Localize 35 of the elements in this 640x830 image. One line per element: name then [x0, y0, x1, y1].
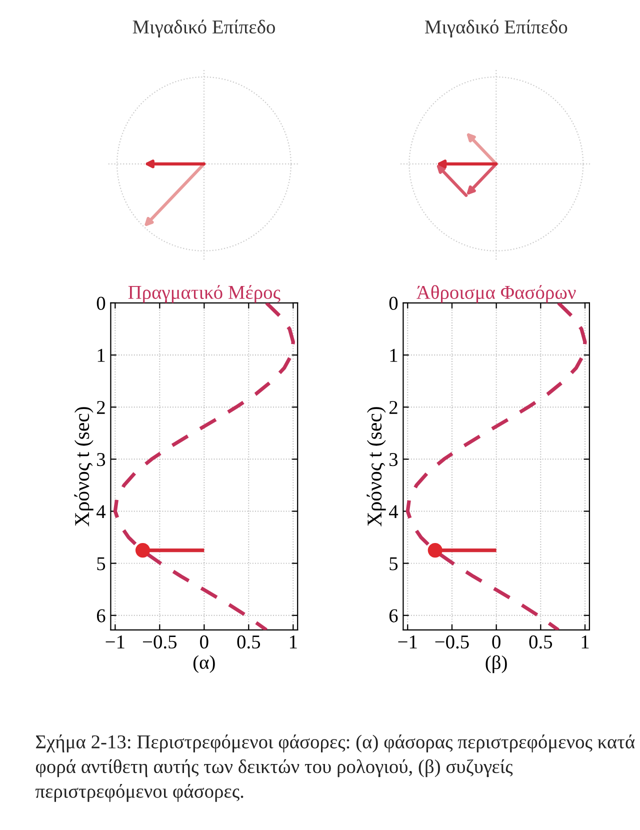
- chart-title: Πραγματικό Μέρος: [128, 285, 280, 303]
- y-tick-label: 1: [390, 348, 398, 362]
- x-tick-label: −0.5: [143, 635, 177, 649]
- y-tick-label: 6: [389, 609, 398, 622]
- x-tick-label: 0.5: [529, 635, 552, 649]
- line-series: [406, 302, 587, 630]
- x-axis-title: (α): [193, 655, 215, 673]
- y-tick-label: 6: [96, 609, 106, 622]
- x-tick-label: 0: [492, 635, 500, 649]
- y-tick-label: 0: [96, 296, 106, 310]
- x-axis-title: (β): [486, 655, 507, 674]
- y-tick-label: 3: [97, 453, 106, 466]
- x-tick-label: 1: [290, 635, 297, 648]
- chart-title: Άθροισμα Φασόρων: [416, 285, 576, 303]
- x-tick-label: −1: [398, 635, 417, 648]
- text: Μιγαδικό Επίπεδο: [132, 20, 275, 38]
- y-tick-label: 4: [96, 505, 106, 518]
- y-tick-label: 1: [98, 348, 105, 362]
- x-tick-label: 1: [582, 635, 589, 648]
- text: Σχήμα 2-13: Περιστρεφόμενοι φάσορες: (α) φάσορας περιστρεφόμενος κατά φορά αντίθετη αυτής των δεικτών του ρολογιού, (β) συζυγείς περιστρεφόμενοι φάσορες.: [35, 734, 635, 802]
- y-axis-title: Χρόνος t (sec): [366, 407, 386, 526]
- y-tick-label: 5: [97, 557, 106, 570]
- x-tick-label: 0.5: [237, 635, 260, 649]
- y-tick-label: 4: [388, 505, 398, 518]
- text: Μιγαδικό Επίπεδο: [425, 20, 568, 38]
- y-tick-label: 2: [96, 400, 105, 414]
- y-axis-title: Χρόνος t (sec): [74, 407, 94, 526]
- y-tick-label: 3: [390, 453, 398, 466]
- x-tick-label: −1: [106, 635, 124, 648]
- y-tick-label: 0: [389, 296, 398, 310]
- y-tick-label: 5: [390, 557, 398, 570]
- y-tick-label: 2: [389, 400, 398, 414]
- x-tick-label: 0: [200, 635, 208, 649]
- line-series: [113, 302, 295, 630]
- x-tick-label: −0.5: [435, 635, 469, 649]
